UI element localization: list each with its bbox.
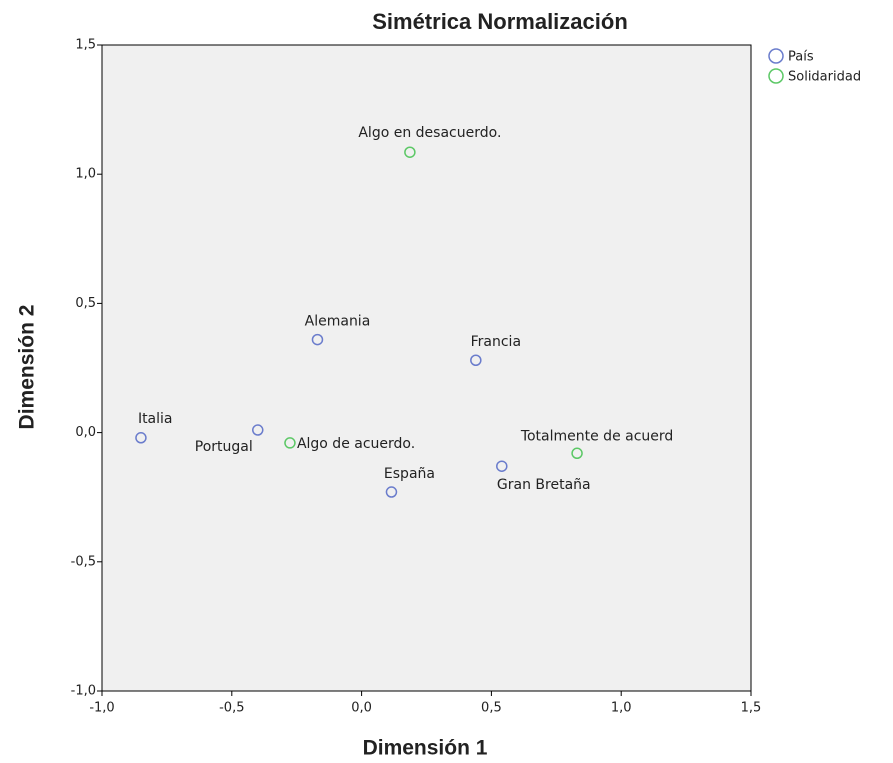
y-tick-label: 0,0 <box>75 425 96 440</box>
point-label: Portugal <box>195 439 253 455</box>
x-tick-label: 0,0 <box>351 701 372 716</box>
point-label: Alemania <box>305 314 371 330</box>
point <box>404 146 416 158</box>
point <box>284 437 296 449</box>
point <box>470 354 482 366</box>
point-label: Algo en desacuerdo. <box>358 125 501 141</box>
plot-area <box>101 44 752 692</box>
y-axis-label: Dimensión 2 <box>16 305 39 430</box>
point-label: Italia <box>138 411 173 427</box>
chart-title: Simétrica Normalización <box>372 9 628 34</box>
legend-marker <box>768 68 784 84</box>
y-tick-label: 1,0 <box>75 167 96 182</box>
point-label: Algo de acuerdo. <box>297 436 415 452</box>
x-axis-label: Dimensión 1 <box>363 737 488 760</box>
y-tick-label: -1,0 <box>71 684 96 699</box>
point <box>311 333 324 346</box>
y-tick-label: 0,5 <box>75 296 96 311</box>
y-tick-label: -0,5 <box>71 554 96 569</box>
x-tick-label: 0,5 <box>481 701 502 716</box>
point-label: Totalmente de acuerd <box>520 428 673 444</box>
point <box>496 460 508 472</box>
point-label: Gran Bretaña <box>497 477 591 493</box>
legend-label: País <box>788 50 814 65</box>
x-tick-label: -1,0 <box>89 701 114 716</box>
point-label: Francia <box>471 334 521 350</box>
legend-label: Solidaridad <box>788 70 861 85</box>
point <box>252 424 264 436</box>
point <box>135 432 147 444</box>
y-tick-label: 1,5 <box>75 38 96 53</box>
x-tick-label: -0,5 <box>219 701 244 716</box>
point <box>571 447 583 460</box>
x-tick-label: 1,5 <box>741 701 762 716</box>
point-label: España <box>384 466 435 482</box>
x-tick-label: 1,0 <box>611 701 632 716</box>
point <box>385 486 398 498</box>
legend-marker <box>768 48 784 64</box>
